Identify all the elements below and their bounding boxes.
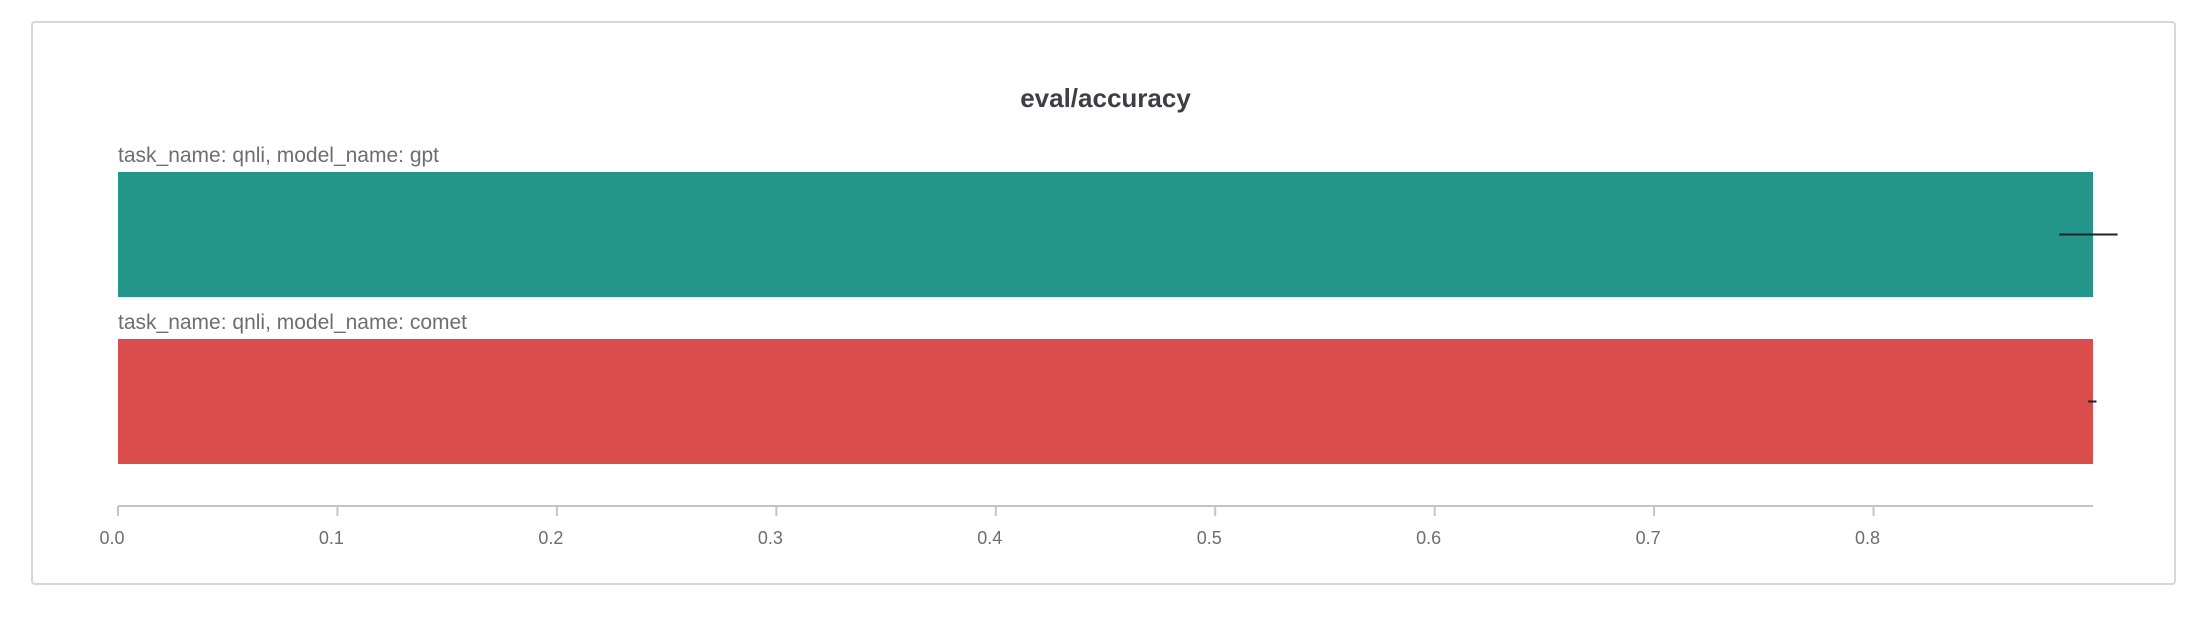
bar-chart: eval/accuracy task_name: qnli, model_nam… (99, 83, 2118, 548)
x-tick-label: 0.0 (99, 528, 124, 548)
x-tick-label: 0.6 (1416, 528, 1441, 548)
x-axis: 0.0 0.1 0.2 0.3 0.4 0.5 0.6 0.7 0.8 (99, 505, 2093, 548)
x-tick-label: 0.8 (1855, 528, 1880, 548)
x-tick-label: 0.7 (1636, 528, 1661, 548)
chart-title: eval/accuracy (1020, 83, 1191, 113)
bar (118, 339, 2093, 464)
bar (118, 172, 2093, 297)
bar-label: task_name: qnli, model_name: gpt (118, 144, 439, 167)
x-tick-label: 0.1 (319, 528, 344, 548)
x-tick-label: 0.4 (977, 528, 1002, 548)
chart-panel: eval/accuracy task_name: qnli, model_nam… (31, 21, 2176, 585)
x-tick-label: 0.2 (538, 528, 563, 548)
x-tick-label: 0.3 (758, 528, 783, 548)
x-tick-label: 0.5 (1197, 528, 1222, 548)
bars-layer: task_name: qnli, model_name: gpt task_nam… (118, 144, 2118, 464)
bar-label: task_name: qnli, model_name: comet (118, 311, 467, 334)
